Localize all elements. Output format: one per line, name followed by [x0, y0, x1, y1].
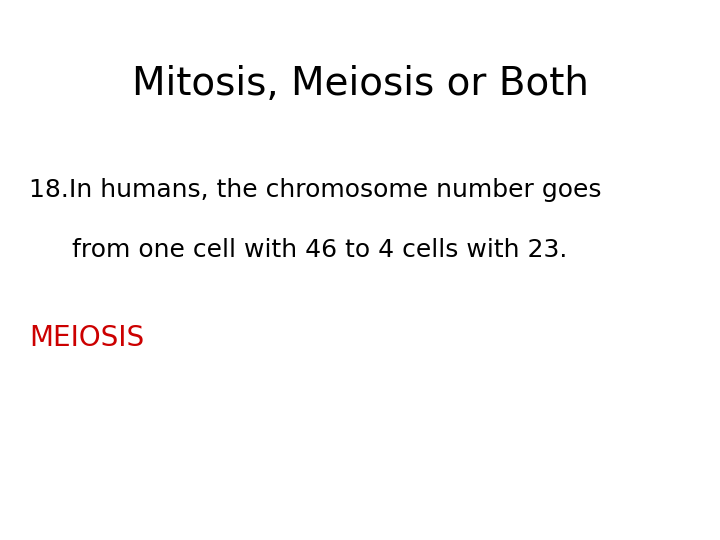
Text: MEIOSIS: MEIOSIS — [29, 324, 144, 352]
Text: 18.In humans, the chromosome number goes: 18.In humans, the chromosome number goes — [29, 178, 601, 202]
Text: Mitosis, Meiosis or Both: Mitosis, Meiosis or Both — [132, 65, 588, 103]
Text: from one cell with 46 to 4 cells with 23.: from one cell with 46 to 4 cells with 23… — [72, 238, 567, 261]
